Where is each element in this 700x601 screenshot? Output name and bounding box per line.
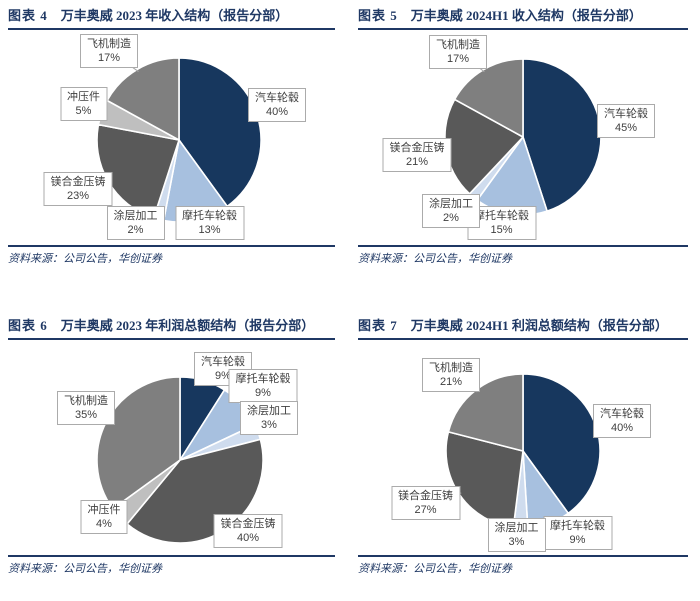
pie-callout-label: 涂层加工 2% <box>422 194 480 228</box>
pie-callout-label: 镁合金压铸 40% <box>213 514 283 548</box>
pie-label-category: 冲压件 <box>87 504 121 516</box>
figure-number: 图表 4 <box>8 8 48 23</box>
pie-callout-label: 摩托车轮毂 9% <box>228 369 298 403</box>
pie-callout-label: 飞机制造 17% <box>80 34 138 68</box>
pie-callout-label: 飞机制造 21% <box>422 358 480 392</box>
pie-label-category: 飞机制造 <box>87 38 131 50</box>
source-note: 资料来源：公司公告，华创证券 <box>358 555 688 576</box>
pie-chart-profit-2024h1: 汽车轮毂 40% 摩托车轮毂 9% 涂层加工 3% 镁合金压铸 27% 飞机制造 21% <box>358 340 688 555</box>
pie-label-percent: 9% <box>255 387 271 399</box>
pie-label-percent: 3% <box>508 536 525 548</box>
pie-label-category: 镁合金压铸 <box>389 142 445 154</box>
pie-callout-label: 摩托车轮毂 15% <box>467 206 536 240</box>
figure-title-text: 万丰奥威 2024H1 收入结构（报告分部） <box>410 8 642 23</box>
pie-label-category: 汽车轮毂 <box>201 355 245 368</box>
pie-label-category: 摩托车轮毂 <box>474 210 529 222</box>
pie-label-percent: 9% <box>215 369 231 382</box>
pie-callout-label: 摩托车轮毂 13% <box>175 206 244 240</box>
pie-label-percent: 35% <box>74 408 98 421</box>
pie-callout-label: 镁合金压铸 23% <box>43 171 113 206</box>
pie-callout-label: 涂层加工 3% <box>487 518 546 552</box>
figure-title-text: 万丰奥威 2024H1 利润总额结构（报告分部） <box>410 318 668 333</box>
figure-title: 图表 6 万丰奥威 2023 年利润总额结构（报告分部） <box>8 318 335 340</box>
pie-callout-label: 冲压件 4% <box>80 500 128 534</box>
pie-callout-label: 涂层加工 3% <box>240 401 298 435</box>
pie-label-percent: 21% <box>405 156 429 168</box>
source-note: 资料来源：公司公告，华创证券 <box>358 245 688 266</box>
pie-callout-label: 汽车轮毂 40% <box>248 88 306 122</box>
pie-chart-profit-2023: 汽车轮毂 9% 摩托车轮毂 9% 涂层加工 3% 镁合金压铸 40% 冲压件 4% 飞机制造 35% <box>8 340 335 555</box>
figure-chart-7: 图表 7 万丰奥威 2024H1 利润总额结构（报告分部） 汽车轮毂 40% 摩托车… <box>358 318 688 576</box>
pie-label-percent: 45% <box>614 122 638 134</box>
pie-label-percent: 5% <box>75 105 92 117</box>
pie-label-percent: 15% <box>490 224 513 236</box>
pie-callout-label: 飞机制造 35% <box>57 390 115 425</box>
pie-label-category: 摩托车轮毂 <box>235 373 291 385</box>
pie-label-category: 镁合金压铸 <box>398 490 453 502</box>
pie-slice-6 <box>106 57 180 141</box>
pie-svg <box>77 50 278 224</box>
figure-number: 图表 5 <box>358 8 398 23</box>
source-note: 资料来源：公司公告，华创证券 <box>8 245 335 266</box>
pie-label-category: 摩托车轮毂 <box>182 210 237 222</box>
pie-label-category: 涂层加工 <box>247 405 291 417</box>
pie-label-category: 镁合金压铸 <box>50 175 106 188</box>
pie-label-percent: 17% <box>446 53 470 65</box>
pie-label-category: 涂层加工 <box>429 198 473 210</box>
pie-callout-label: 涂层加工 2% <box>106 206 165 240</box>
pie-label-category: 汽车轮毂 <box>604 108 648 120</box>
pie-label-percent: 27% <box>414 504 437 516</box>
pie-chart-revenue-2024h1: 汽车轮毂 45% 摩托车轮毂 15% 涂层加工 2% 镁合金压铸 21% 飞机制造 17% <box>358 30 688 245</box>
pie-label-category: 镁合金压铸 <box>220 518 276 530</box>
pie-label-percent: 17% <box>97 52 121 64</box>
pie-label-category: 冲压件 <box>67 91 100 103</box>
pie-label-category: 飞机制造 <box>429 362 473 374</box>
pie-label-category: 摩托车轮毂 <box>550 519 605 532</box>
figure-number: 图表 6 <box>8 318 48 333</box>
pie-label-percent: 21% <box>439 376 463 388</box>
pie-label-percent: 4% <box>96 518 112 530</box>
pie-label-category: 涂层加工 <box>113 210 158 222</box>
pie-label-percent: 2% <box>443 212 459 224</box>
pie-callout-label: 汽车轮毂 40% <box>593 404 651 438</box>
pie-label-percent: 3% <box>261 419 277 431</box>
figure-chart-6: 图表 6 万丰奥威 2023 年利润总额结构（报告分部） 汽车轮毂 9% 摩托车轮毂… <box>8 318 335 576</box>
figure-title-text: 万丰奥威 2023 年收入结构（报告分部） <box>60 8 289 23</box>
figure-title: 图表 4 万丰奥威 2023 年收入结构（报告分部） <box>8 8 335 30</box>
pie-label-percent: 13% <box>198 224 221 236</box>
pie-label-percent: 40% <box>265 106 289 118</box>
pie-callout-label: 镁合金压铸 27% <box>391 486 460 520</box>
pie-callout-label: 冲压件 5% <box>60 87 107 121</box>
pie-slice-5 <box>453 58 524 138</box>
pie-label-percent: 40% <box>236 532 260 544</box>
figure-title: 图表 5 万丰奥威 2024H1 收入结构（报告分部） <box>358 8 688 30</box>
figure-chart-4: 图表 4 万丰奥威 2023 年收入结构（报告分部） 汽车轮毂 40% 摩托车轮毂 1… <box>8 8 335 266</box>
pie-label-category: 涂层加工 <box>494 522 539 534</box>
pie-label-percent: 2% <box>127 224 144 236</box>
source-note: 资料来源：公司公告，华创证券 <box>8 555 335 576</box>
pie-label-category: 飞机制造 <box>64 394 108 407</box>
figure-chart-5: 图表 5 万丰奥威 2024H1 收入结构（报告分部） 汽车轮毂 45% 摩托车轮毂… <box>358 8 688 266</box>
pie-label-percent: 9% <box>569 533 586 546</box>
figure-title: 图表 7 万丰奥威 2024H1 利润总额结构（报告分部） <box>358 318 688 340</box>
pie-label-category: 汽车轮毂 <box>600 408 644 420</box>
pie-label-category: 汽车轮毂 <box>255 92 299 104</box>
pie-callout-label: 摩托车轮毂 9% <box>543 515 612 550</box>
pie-callout-label: 镁合金压铸 21% <box>382 138 452 172</box>
pie-callout-label: 汽车轮毂 45% <box>597 104 655 138</box>
pie-label-percent: 23% <box>66 189 90 202</box>
pie-label-category: 飞机制造 <box>436 39 480 51</box>
figure-number: 图表 7 <box>358 318 398 333</box>
pie-svg <box>425 373 623 536</box>
pie-svg <box>416 51 627 224</box>
pie-chart-revenue-2023: 汽车轮毂 40% 摩托车轮毂 13% 涂层加工 2% 镁合金压铸 23% 冲压件 5% 飞机制造 17… <box>8 30 335 245</box>
pie-label-percent: 40% <box>610 422 634 434</box>
figure-title-text: 万丰奥威 2023 年利润总额结构（报告分部） <box>60 318 315 333</box>
pie-callout-label: 飞机制造 17% <box>429 35 487 69</box>
